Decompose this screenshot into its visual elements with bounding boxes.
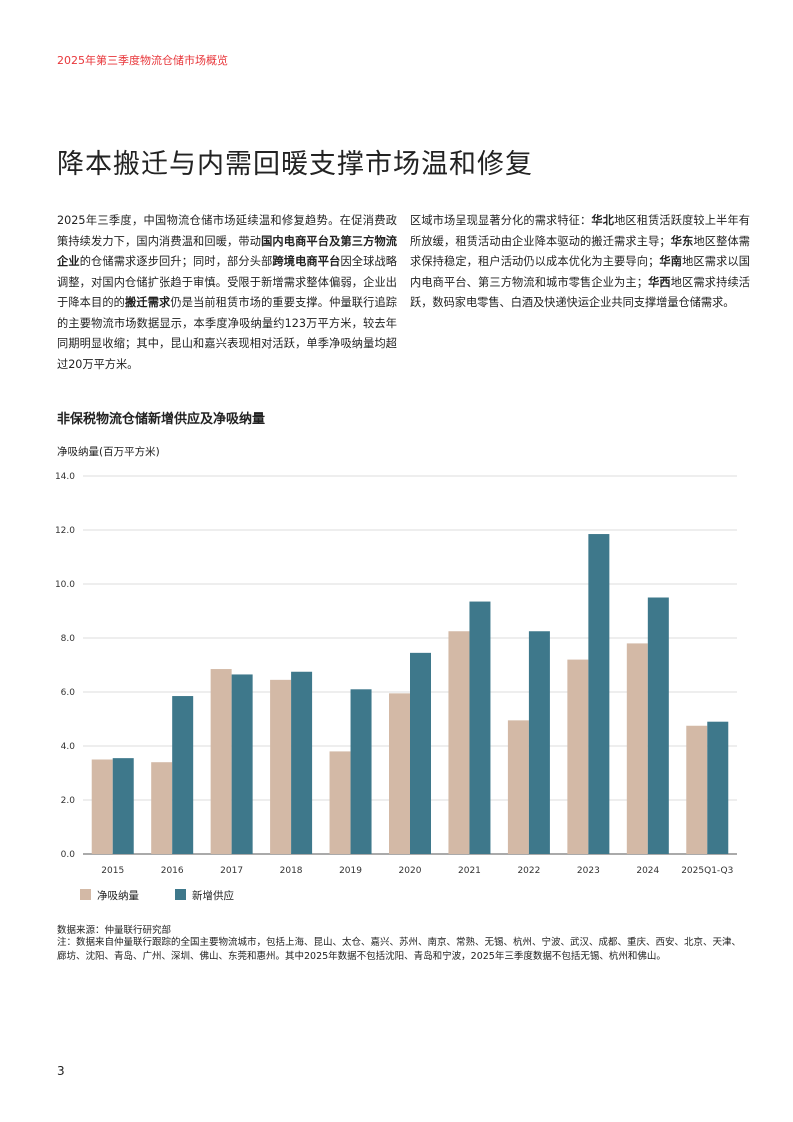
body-paragraph-left: 2025年三季度，中国物流仓储市场延续温和修复趋势。在促消费政策持续发力下，国内…: [57, 211, 397, 375]
bar-absorption: [329, 751, 351, 854]
x-tick-label: 2022: [517, 866, 540, 876]
legend-item-supply: 新增供应: [175, 888, 234, 903]
legend-label: 净吸纳量: [97, 890, 139, 902]
page-title: 降本搬迁与内需回暖支撑市场温和修复: [57, 149, 533, 180]
bar-supply: [172, 696, 194, 854]
y-tick-label: 10.0: [55, 580, 75, 590]
bar-absorption: [507, 720, 529, 854]
x-tick-label: 2015: [101, 866, 124, 876]
bar-supply: [588, 534, 610, 854]
bar-absorption: [567, 659, 589, 854]
x-tick-label: 2016: [161, 866, 184, 876]
x-tick-label: 2023: [577, 866, 600, 876]
bold-keyword: 华西: [647, 275, 671, 289]
text-run: 的仓储需求逐步回升；同时，部分头部: [79, 255, 273, 268]
y-tick-label: 8.0: [61, 634, 76, 644]
body-paragraph-right: 区域市场呈现显著分化的需求特征：华北地区租赁活跃度较上半年有所放缓，租赁活动由企…: [410, 211, 750, 314]
text-run: 2025年三季度，中国物流仓储市场延续温和修复趋势。在促消费政策持续发力下，国内…: [57, 214, 397, 248]
y-tick-label: 0.0: [61, 850, 76, 860]
bar-supply: [707, 721, 729, 854]
y-tick-label: 14.0: [55, 472, 75, 482]
y-tick-label: 4.0: [61, 742, 76, 752]
bar-absorption: [448, 631, 470, 854]
bar-absorption: [270, 679, 292, 854]
bold-keyword: 华东: [670, 234, 694, 248]
text-run: 地区租赁活跃度较上半年有所放缓，租赁活动由企业降本驱动的搬迁需求主导；: [410, 214, 750, 248]
bold-keyword: 华北: [591, 214, 615, 227]
text-run: 区域市场呈现显著分化的需求特征：: [410, 214, 592, 227]
x-tick-label: 2021: [458, 866, 481, 876]
data-source: 数据来源：仲量联行研究部: [57, 925, 172, 936]
bar-supply: [291, 671, 313, 854]
text-run: 仍是当前租赁市场的重要支撑。仲量联行追踪的主要物流市场数据显示，本季度净吸纳量约…: [57, 296, 397, 371]
chart-note: 注：数据来自仲量联行跟踪的全国主要物流城市，包括上海、昆山、太仓、嘉兴、苏州、南…: [57, 937, 742, 962]
y-tick-label: 12.0: [55, 526, 75, 536]
bar-supply: [469, 601, 491, 854]
text-run: 因全球战略调整，对国内仓储扩张趋于审慎。受限于新增需求整体偏弱，企业出于降本目的…: [57, 255, 397, 309]
bold-keyword: 跨境电商平台: [272, 255, 341, 268]
x-tick-label: 2018: [280, 866, 303, 876]
y-axis-label: 净吸纳量(百万平方米): [57, 446, 160, 458]
bar-absorption: [91, 759, 113, 854]
legend-item-absorption: 净吸纳量: [80, 888, 139, 903]
bar-absorption: [151, 762, 173, 854]
chart-legend: 净吸纳量 新增供应: [80, 888, 234, 903]
text-run: 地区需求持续活跃，数码家电零售、白酒及快递快运企业共同支撑增量仓储需求。: [410, 275, 750, 310]
bold-keyword: 搬迁需求: [125, 296, 171, 309]
y-tick-label: 2.0: [61, 796, 76, 806]
bold-keyword: 华南: [659, 255, 683, 268]
x-tick-label: 2025Q1-Q3: [681, 866, 733, 876]
bar-supply: [231, 674, 253, 854]
y-tick-label: 6.0: [61, 688, 76, 698]
bar-supply: [410, 652, 431, 854]
x-tick-label: 2019: [339, 866, 362, 876]
text-run: 地区需求以国内电商平台、第三方物流和城市零售企业为主；: [410, 255, 750, 289]
legend-swatch: [80, 889, 91, 900]
bar-absorption: [626, 643, 648, 854]
bar-supply: [350, 689, 372, 854]
bold-keyword: 国内电商平台及第三方物流企业: [57, 234, 397, 269]
legend-label: 新增供应: [192, 890, 234, 902]
bar-supply: [647, 597, 669, 854]
legend-swatch: [175, 889, 186, 900]
bar-supply: [112, 758, 134, 854]
x-tick-label: 2020: [399, 866, 422, 876]
x-tick-label: 2024: [636, 866, 659, 876]
chart-title: 非保税物流仓储新增供应及净吸纳量: [57, 412, 266, 427]
bar-supply: [528, 631, 550, 854]
bar-absorption: [210, 669, 232, 854]
bar-absorption: [389, 693, 410, 854]
text-run: 地区整体需求保持稳定，租户活动仍以成本优化为主要导向；: [410, 234, 750, 269]
bar-absorption: [686, 725, 708, 854]
x-tick-label: 2017: [220, 866, 243, 876]
report-header: 2025年第三季度物流仓储市场概览: [57, 54, 228, 67]
page-number: 3: [57, 1064, 65, 1078]
